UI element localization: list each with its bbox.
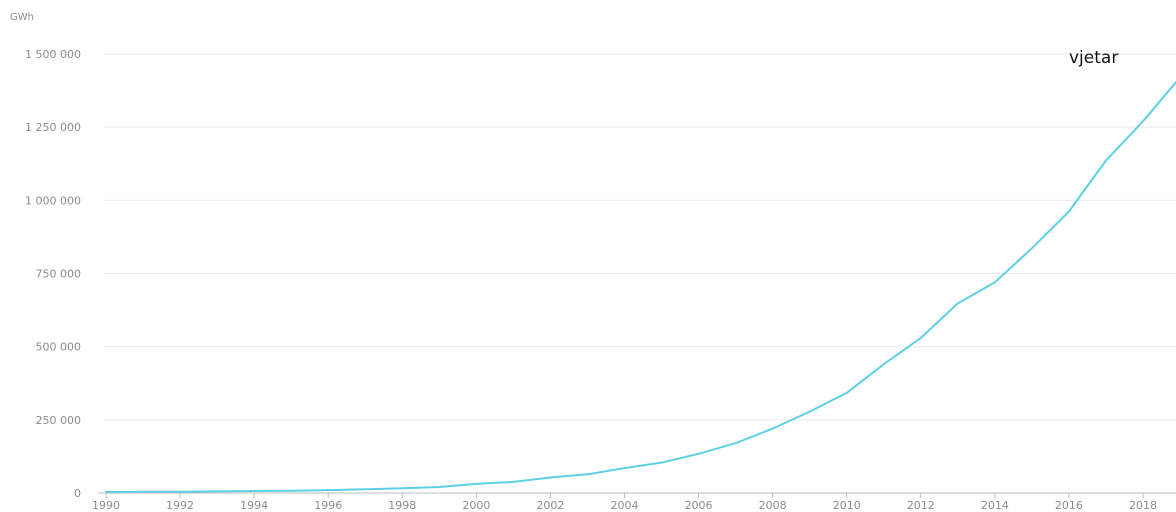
x-tick-label: 2010 [833,499,861,512]
data-point [290,490,292,492]
series-name-label: vjetar [1069,48,1118,68]
y-tick-label: 1 500 000 [25,48,81,61]
data-point [438,486,440,488]
data-point [994,281,996,283]
data-point [1142,120,1144,122]
x-axis [98,492,1176,498]
x-tick-label: 2018 [1129,499,1157,512]
y-tick-label: 250 000 [36,414,82,427]
x-tick-label: 2002 [536,499,564,512]
data-point [327,489,329,491]
x-tick-label: 1992 [166,499,194,512]
y-tick-label: 1 000 000 [25,194,81,207]
data-point [624,467,626,469]
data-point [1031,247,1033,249]
y-axis-labels: 0 250 000 500 000 750 000 1 000 000 1 250 000… [25,48,81,500]
x-tick-label: 1996 [314,499,342,512]
x-tick-label: 2012 [907,499,935,512]
x-tick-label: 2000 [462,499,490,512]
data-point [512,481,514,483]
data-point [179,491,181,493]
data-point [957,302,959,304]
x-tick-label: 1998 [388,499,416,512]
data-point [698,453,700,455]
x-tick-label: 1990 [92,499,120,512]
y-tick-label: 1 250 000 [25,121,81,134]
gridlines [104,53,1176,421]
data-point [364,488,366,490]
data-point [772,428,774,430]
series-line-vjetar [105,80,1176,493]
y-tick-label: 0 [74,487,81,500]
data-point [475,483,477,485]
x-tick-label: 2006 [685,499,713,512]
series-layer [105,80,1176,493]
data-point [549,476,551,478]
x-tick-label: 2014 [981,499,1009,512]
x-tick-label: 2008 [759,499,787,512]
data-point [735,442,737,444]
data-point [586,473,588,475]
data-point [105,491,107,493]
data-point [1068,210,1070,212]
data-point [661,462,663,464]
x-axis-labels: 1990 1992 1994 1996 1998 2000 2002 2004 2006 2008… [92,499,1157,512]
data-point [846,392,848,394]
data-point [216,490,218,492]
data-point [253,490,255,492]
data-point [883,363,885,365]
y-axis-unit-label: GWh [10,12,34,23]
data-point [920,337,922,339]
x-tick-label: 2004 [611,499,639,512]
y-tick-label: 500 000 [36,341,82,354]
y-tick-label: 750 000 [36,268,82,281]
data-point [142,491,144,493]
x-tick-label: 1994 [240,499,268,512]
data-point [1105,160,1107,162]
data-point [401,487,403,489]
data-point [809,411,811,413]
x-tick-label: 2016 [1055,499,1083,512]
